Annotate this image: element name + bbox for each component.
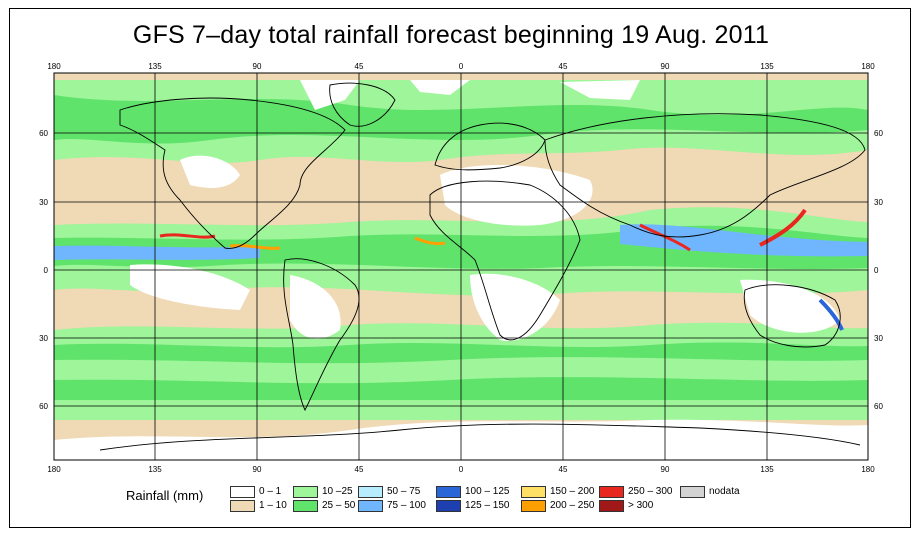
lat-tick-right: 60 xyxy=(874,402,883,411)
south-america-outline xyxy=(283,258,360,412)
legend-swatch-0-1 xyxy=(230,486,255,498)
lat-tick-left: 0 xyxy=(44,266,49,275)
legend-label-nodata: nodata xyxy=(709,486,740,497)
lon-tick-top: 90 xyxy=(253,62,262,71)
lon-tick-bottom: 135 xyxy=(148,465,162,474)
lat-tick-right: 30 xyxy=(874,334,883,343)
legend-label-50-75: 50 – 75 xyxy=(387,486,421,497)
lon-tick-top: 0 xyxy=(459,62,464,71)
australia-outline xyxy=(743,284,841,348)
legend-label-150-200: 150 – 200 xyxy=(550,486,595,497)
lon-tick-bottom: 180 xyxy=(861,465,875,474)
greenland-outline xyxy=(329,82,396,127)
lon-tick-top: 135 xyxy=(148,62,162,71)
legend-label-200-250: 200 – 250 xyxy=(550,500,595,511)
legend-swatch-50-75 xyxy=(358,486,383,498)
lat-ticks-left: 60 30 0 30 60 xyxy=(39,129,48,411)
legend-swatch-250-300 xyxy=(599,486,624,498)
legend-label-250-300: 250 – 300 xyxy=(628,486,673,497)
legend-title: Rainfall (mm) xyxy=(126,488,204,503)
map-title: GFS 7–day total rainfall forecast beginn… xyxy=(132,21,770,49)
lon-tick-top: 45 xyxy=(355,62,364,71)
rainfall-fields xyxy=(54,80,868,460)
lat-tick-left: 30 xyxy=(39,198,48,207)
lat-tick-left: 30 xyxy=(39,334,48,343)
legend-label-100-125: 100 – 125 xyxy=(465,486,510,497)
lon-tick-top: 45 xyxy=(559,62,568,71)
lat-tick-left: 60 xyxy=(39,129,48,138)
legend-swatch-200-250 xyxy=(521,500,546,512)
lon-tick-top: 135 xyxy=(760,62,774,71)
lat-tick-right: 30 xyxy=(874,198,883,207)
legend-swatch-100-125 xyxy=(436,486,461,498)
legend-swatch-75-100 xyxy=(358,500,383,512)
legend-label-25-50: 25 – 50 xyxy=(322,500,356,511)
legend-swatch-125-150 xyxy=(436,500,461,512)
legend-label-over-300: > 300 xyxy=(628,500,654,511)
legend-label-0-1: 0 – 1 xyxy=(259,486,282,497)
lon-tick-bottom: 0 xyxy=(459,465,464,474)
legend-label-1-10: 1 – 10 xyxy=(259,500,287,511)
legend-swatch-1-10 xyxy=(230,500,255,512)
map-border xyxy=(53,72,869,461)
map-frame xyxy=(9,8,911,528)
lon-tick-bottom: 45 xyxy=(355,465,364,474)
lon-tick-top: 90 xyxy=(661,62,670,71)
lat-tick-right: 60 xyxy=(874,129,883,138)
lon-tick-bottom: 90 xyxy=(253,465,262,474)
graticule xyxy=(54,73,868,460)
lon-tick-top: 180 xyxy=(861,62,875,71)
lon-tick-bottom: 180 xyxy=(47,465,61,474)
north-america-outline xyxy=(119,97,346,249)
antarctica-outline xyxy=(99,423,861,451)
lon-ticks-bottom: 180 135 90 45 0 45 90 135 180 xyxy=(47,465,875,474)
legend-swatch-over-300 xyxy=(599,500,624,512)
legend-label-75-100: 75 – 100 xyxy=(387,500,426,511)
lat-tick-left: 60 xyxy=(39,402,48,411)
lon-tick-bottom: 45 xyxy=(559,465,568,474)
lat-tick-right: 0 xyxy=(874,266,879,275)
lat-ticks-right: 60 30 0 30 60 xyxy=(874,129,883,411)
legend-swatch-nodata xyxy=(680,486,705,498)
lon-tick-bottom: 90 xyxy=(661,465,670,474)
legend-label-125-150: 125 – 150 xyxy=(465,500,510,511)
legend-swatch-10-25 xyxy=(293,486,318,498)
lon-tick-bottom: 135 xyxy=(760,465,774,474)
legend-swatch-25-50 xyxy=(293,500,318,512)
africa-outline xyxy=(429,180,581,341)
lon-ticks-top: 180 135 90 45 0 45 90 135 180 xyxy=(47,62,875,71)
lon-tick-top: 180 xyxy=(47,62,61,71)
legend-swatch-150-200 xyxy=(521,486,546,498)
legend-label-10-25: 10 –25 xyxy=(322,486,353,497)
